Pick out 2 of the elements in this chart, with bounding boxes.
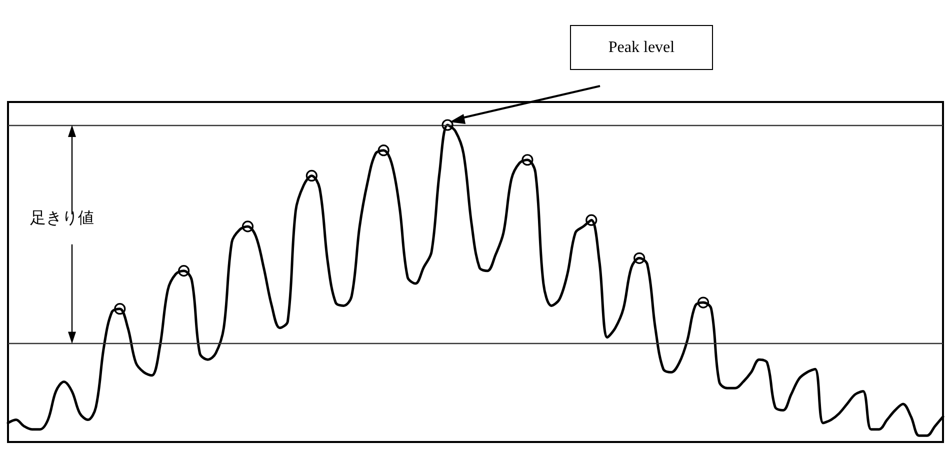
text: Peak level (570, 25, 713, 70)
annotation: 足きり値 (30, 206, 95, 229)
